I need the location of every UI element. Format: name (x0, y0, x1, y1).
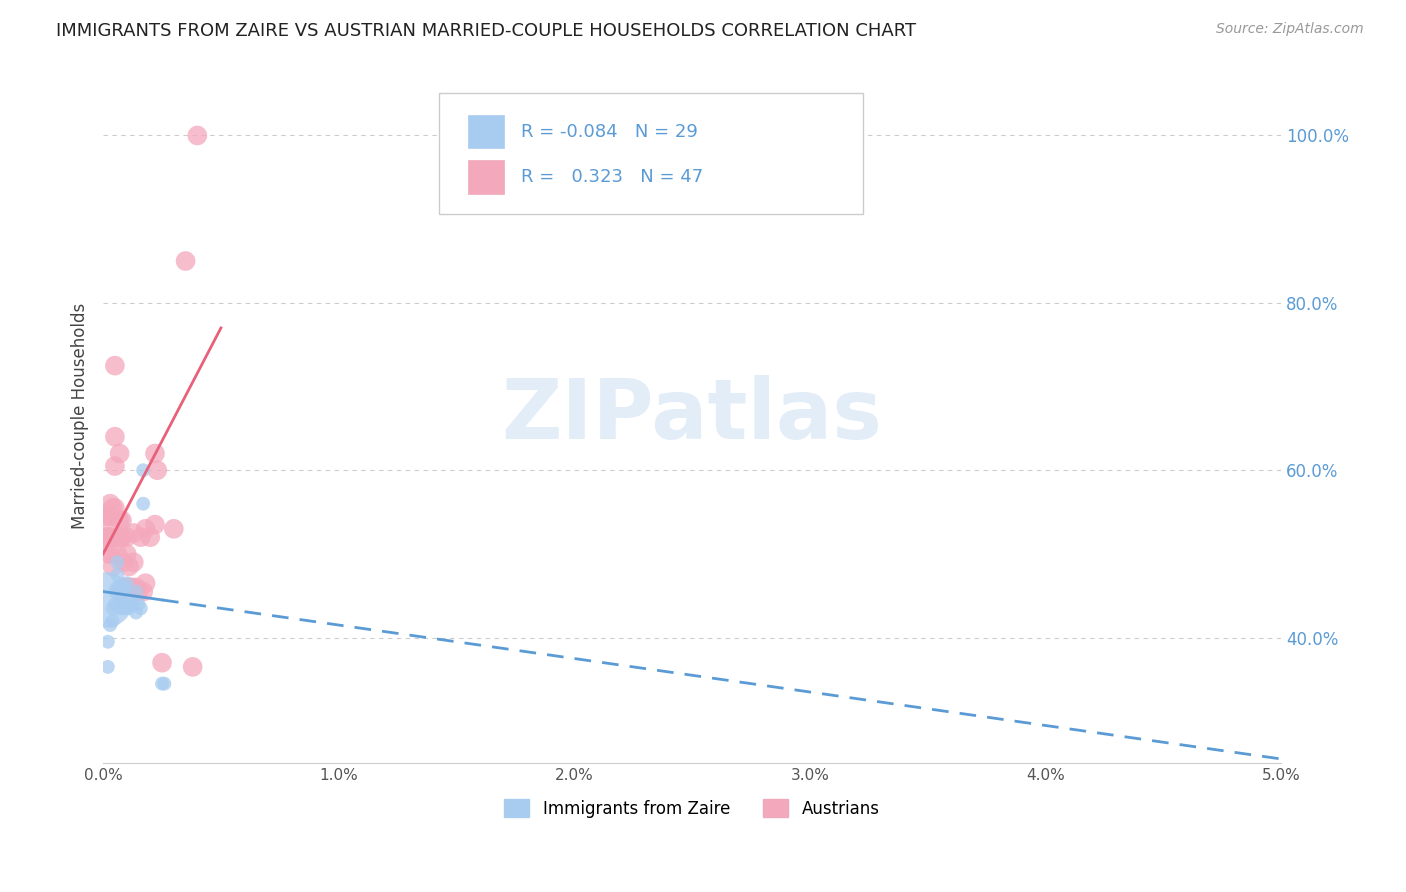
Point (122, 555, 145, 569)
Point (104, 458, 127, 473)
Bar (468, 161, 503, 194)
Point (112, 581, 135, 595)
Point (122, 597, 145, 611)
Point (94, 513, 117, 527)
Point (105, 581, 128, 595)
Point (118, 559, 141, 574)
Point (112, 601, 135, 615)
Point (108, 593, 131, 607)
Point (181, 660, 204, 674)
Point (108, 513, 131, 527)
Point (127, 597, 149, 611)
Point (97, 547, 120, 561)
Point (97, 634, 120, 648)
Point (186, 128, 208, 143)
Point (104, 430, 127, 444)
Point (150, 676, 173, 690)
Point (105, 547, 128, 561)
Point (98, 509, 121, 524)
Point (97, 530, 120, 544)
Point (108, 601, 131, 615)
Point (153, 676, 176, 690)
Point (120, 581, 142, 595)
Text: ZIPatlas: ZIPatlas (502, 376, 883, 457)
Point (112, 581, 135, 595)
Point (115, 547, 138, 561)
Point (101, 601, 124, 615)
Text: Source: ZipAtlas.com: Source: ZipAtlas.com (1216, 22, 1364, 37)
Point (94, 593, 117, 607)
Point (174, 254, 197, 268)
Point (98, 618, 121, 632)
Point (135, 522, 157, 536)
Point (105, 530, 128, 544)
Point (125, 584, 148, 599)
Point (108, 530, 131, 544)
Legend: Immigrants from Zaire, Austrians: Immigrants from Zaire, Austrians (498, 793, 886, 824)
Point (104, 584, 127, 599)
Point (101, 614, 124, 628)
Point (143, 446, 166, 460)
Point (101, 530, 124, 544)
Point (118, 581, 141, 595)
Point (97, 509, 120, 524)
Point (125, 581, 148, 595)
Bar (468, 115, 503, 148)
Point (118, 601, 141, 615)
Point (111, 581, 134, 595)
Point (127, 584, 149, 599)
Point (108, 446, 131, 460)
Point (111, 530, 134, 544)
Point (97, 660, 120, 674)
Point (108, 581, 131, 595)
Point (94, 530, 117, 544)
Y-axis label: Married-couple Households: Married-couple Households (72, 302, 89, 529)
Point (101, 500, 124, 515)
Point (132, 463, 155, 477)
FancyBboxPatch shape (439, 93, 863, 214)
Point (115, 530, 138, 544)
Text: IMMIGRANTS FROM ZAIRE VS AUSTRIAN MARRIED-COUPLE HOUSEHOLDS CORRELATION CHART: IMMIGRANTS FROM ZAIRE VS AUSTRIAN MARRIE… (56, 22, 917, 40)
Point (129, 530, 152, 544)
Point (125, 606, 148, 620)
Point (146, 463, 169, 477)
Point (111, 513, 134, 527)
Point (122, 526, 145, 541)
Point (112, 555, 135, 569)
Point (98, 530, 121, 544)
Point (150, 656, 173, 670)
Point (163, 522, 186, 536)
Point (132, 584, 155, 599)
Point (139, 530, 162, 544)
Point (129, 601, 152, 615)
Point (115, 576, 138, 591)
Point (101, 559, 124, 574)
Point (105, 555, 128, 569)
Point (120, 597, 142, 611)
Point (132, 497, 155, 511)
Point (105, 567, 128, 582)
Point (104, 500, 127, 515)
Point (98, 497, 121, 511)
Point (111, 593, 134, 607)
Point (98, 547, 121, 561)
Point (104, 359, 127, 373)
Point (135, 576, 157, 591)
Point (104, 597, 127, 611)
Text: R =   0.323   N = 47: R = 0.323 N = 47 (522, 168, 703, 186)
Point (143, 517, 166, 532)
Text: R = -0.084   N = 29: R = -0.084 N = 29 (522, 123, 699, 141)
